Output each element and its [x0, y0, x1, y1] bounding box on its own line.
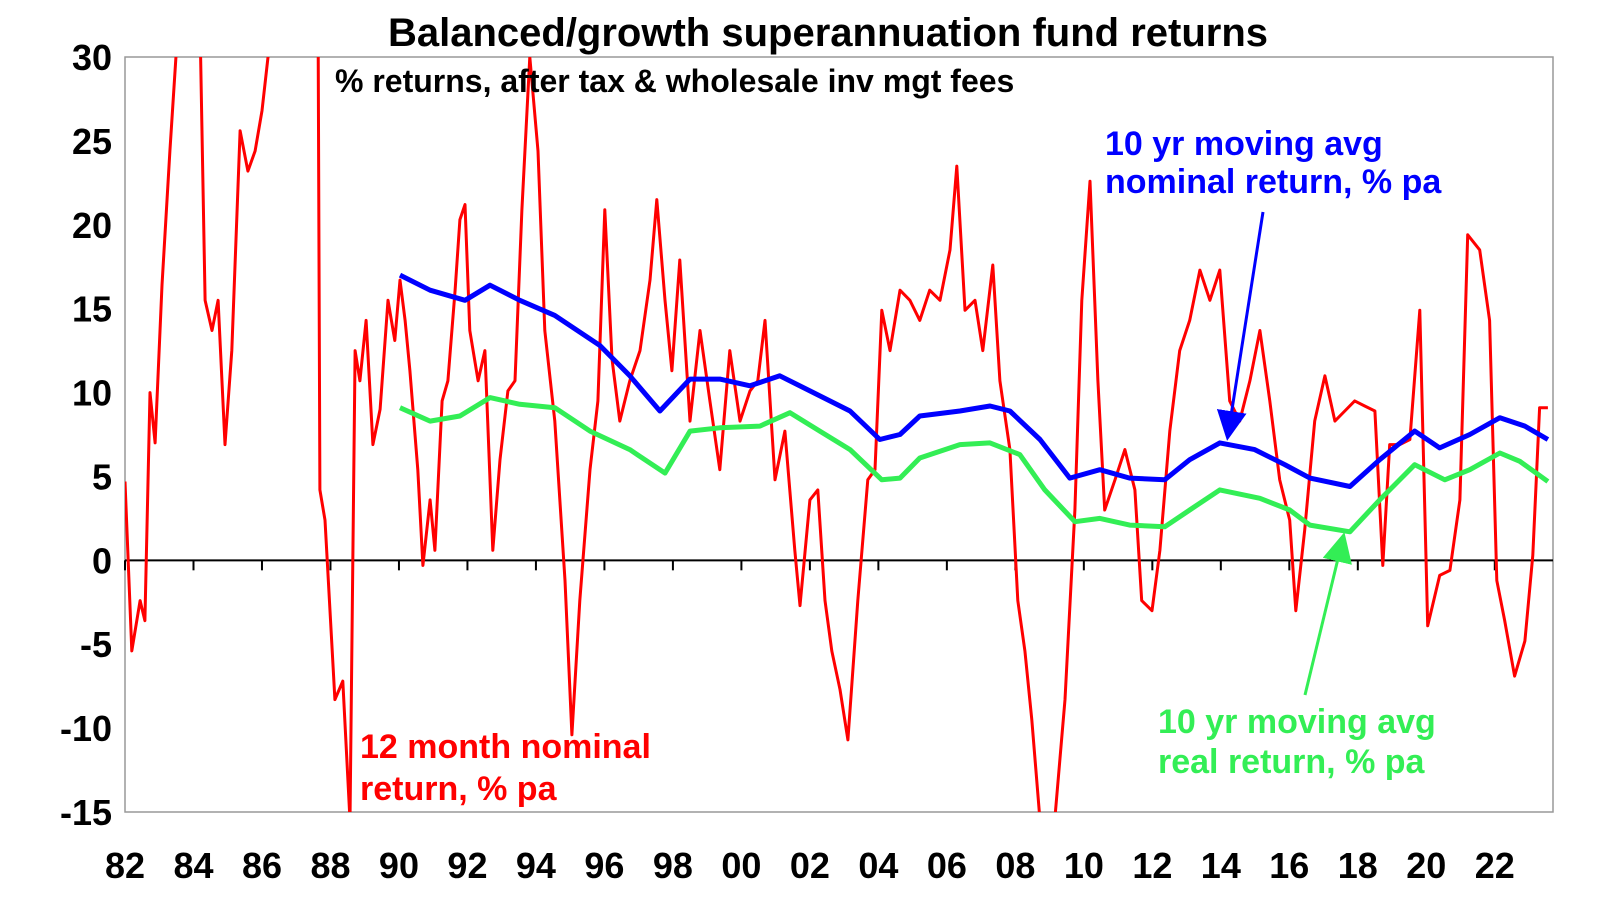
- y-tick-label: -10: [60, 708, 112, 749]
- annotation-red-line1: 12 month nominal: [360, 728, 651, 766]
- y-tick-label: 10: [72, 373, 112, 414]
- y-tick-label: 25: [72, 121, 112, 162]
- y-tick-label: -5: [80, 624, 112, 665]
- x-tick-label: 22: [1475, 845, 1515, 886]
- plot-frame: [124, 56, 1554, 813]
- x-tick-label: 82: [105, 845, 145, 886]
- x-tick-label: 98: [653, 845, 693, 886]
- y-tick-label: -15: [60, 792, 112, 833]
- x-tick-label: 18: [1338, 845, 1378, 886]
- annotation-red-line2: return, % pa: [360, 770, 558, 808]
- x-tick-label: 12: [1132, 845, 1172, 886]
- annotation-blue-line1: 10 yr moving avg: [1105, 125, 1383, 163]
- series-10y-nominal-line: [398, 272, 1550, 489]
- series-12m-nominal-line: [125, 57, 1548, 812]
- x-tick-label: 06: [927, 845, 967, 886]
- chart-subtitle: % returns, after tax & wholesale inv mgt…: [335, 63, 1014, 99]
- x-tick-label: 86: [242, 845, 282, 886]
- y-tick-label: 15: [72, 289, 112, 330]
- annotation-blue-line2: nominal return, % pa: [1105, 163, 1442, 201]
- x-tick-label: 96: [584, 845, 624, 886]
- x-tick-label: 16: [1269, 845, 1309, 886]
- x-tick-label: 90: [379, 845, 419, 886]
- x-tick-label: 00: [721, 845, 761, 886]
- x-tick-label: 20: [1406, 845, 1446, 886]
- x-tick-label: 88: [310, 845, 350, 886]
- x-tick-label: 04: [858, 845, 898, 886]
- y-tick-label: 0: [92, 540, 112, 581]
- annotation-blue-arrow: [1216, 211, 1265, 441]
- annotation-green-arrow: [1303, 532, 1352, 696]
- x-tick-label: 14: [1201, 845, 1241, 886]
- annotation-green-line1: 10 yr moving avg: [1158, 703, 1436, 741]
- annotation-green-line2: real return, % pa: [1158, 743, 1426, 781]
- y-tick-label: 30: [72, 37, 112, 78]
- x-tick-label: 02: [790, 845, 830, 886]
- x-tick-label: 10: [1064, 845, 1104, 886]
- y-tick-label: 5: [92, 456, 112, 497]
- chart-title: Balanced/growth superannuation fund retu…: [388, 11, 1268, 55]
- x-tick-label: 08: [995, 845, 1035, 886]
- x-tick-label: 84: [173, 845, 213, 886]
- series-10y-real-line: [398, 395, 1550, 535]
- x-tick-label: 94: [516, 845, 556, 886]
- y-tick-label: 20: [72, 205, 112, 246]
- x-tick-label: 92: [447, 845, 487, 886]
